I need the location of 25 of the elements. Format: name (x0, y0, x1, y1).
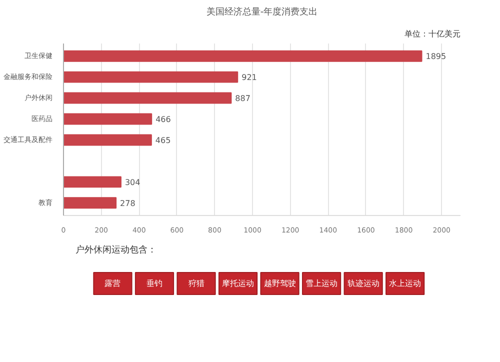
data-label: 304 (124, 178, 140, 187)
data-label: 887 (235, 94, 250, 104)
data-label: 466 (156, 115, 171, 124)
data-label: 1895 (426, 52, 446, 62)
bar (64, 71, 238, 83)
bar (64, 197, 117, 209)
bar (64, 113, 152, 125)
data-label: 921 (242, 73, 257, 82)
data-label: 465 (155, 136, 171, 145)
bar (64, 92, 232, 104)
text: 户外休闲运动包含： (75, 244, 156, 256)
chart-subtitle: 单位：十亿美元 (404, 30, 460, 38)
text: 垂钓 (146, 279, 162, 288)
text: 轨迹运动 (347, 279, 380, 288)
text: 露营 (104, 279, 121, 288)
text: 水上运动 (389, 279, 422, 288)
data-label: 278 (120, 198, 136, 208)
text: 狩猎 (188, 279, 204, 288)
bar (64, 50, 422, 62)
text: 雪上运动 (306, 279, 338, 288)
bar (64, 134, 152, 146)
text: 摩托运动 (222, 279, 254, 288)
text: 越野驾驶 (264, 279, 296, 288)
chart-title: 美国经济总量-年度消费支出 (206, 6, 318, 18)
bar (64, 176, 122, 188)
